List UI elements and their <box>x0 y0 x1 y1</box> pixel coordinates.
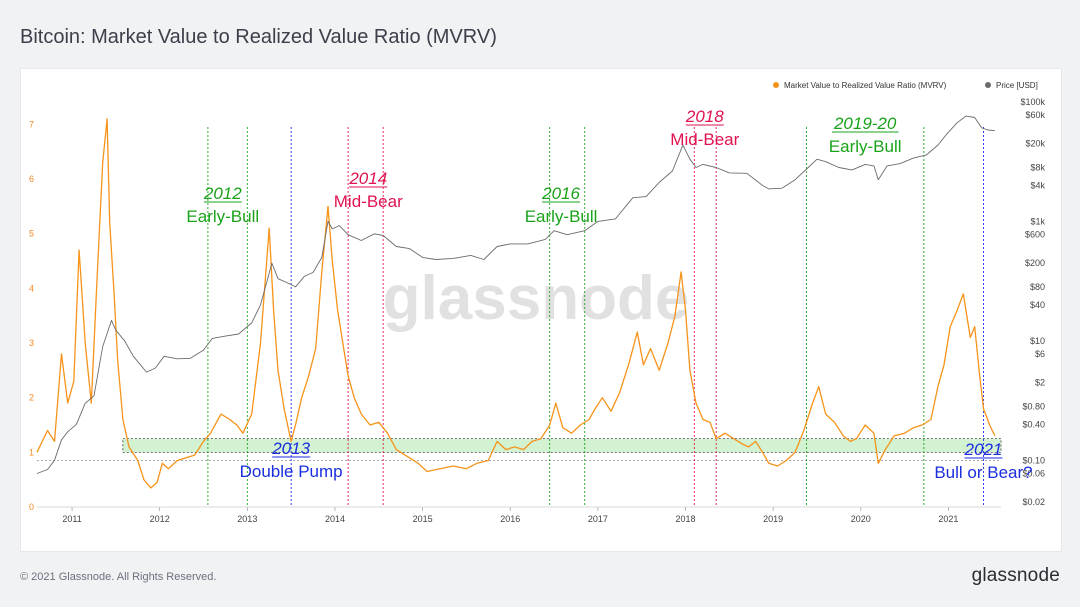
y-right-tick-label: $600 <box>1025 230 1045 240</box>
brand-logo: glassnode <box>971 565 1060 586</box>
y-left-tick-label: 0 <box>29 502 34 512</box>
chart-panel: glassnode 0 1 2 3 4 5 6 7 $0.02 $0.06 $0.10 $0.40 $0… <box>20 68 1062 552</box>
y-right-tick-label: $0.10 <box>1022 455 1045 465</box>
y-right-tick-label: $0.40 <box>1022 419 1045 429</box>
x-tick-label: 2017 <box>588 514 608 524</box>
annotation-year: 2012 <box>203 184 242 203</box>
x-tick-label: 2019 <box>763 514 783 524</box>
annotation-year: 2014 <box>348 169 387 188</box>
price-series-line <box>36 115 995 474</box>
y-right-tick-label: $200 <box>1025 258 1045 268</box>
annotation-label: Early-Bull <box>525 207 598 226</box>
annotation-year: 2013 <box>271 439 310 458</box>
legend-mvrv-label: Market Value to Realized Value Ratio (MV… <box>784 81 947 90</box>
band-layer <box>122 438 1002 453</box>
y-left-tick-label: 3 <box>29 338 34 348</box>
y-left-tick-label: 7 <box>29 119 34 129</box>
legend-price-label: Price [USD] <box>996 81 1038 90</box>
annotation-label: Bull or Bear? <box>934 463 1032 482</box>
page-title: Bitcoin: Market Value to Realized Value … <box>20 26 497 48</box>
series-layer <box>36 115 996 489</box>
vline-layer <box>207 127 984 507</box>
y-right-tick-label: $8k <box>1030 162 1045 172</box>
x-tick-label: 2020 <box>851 514 871 524</box>
x-tick-label: 2015 <box>413 514 433 524</box>
y-right-tick-label: $80 <box>1030 282 1045 292</box>
legend-mvrv-marker <box>773 82 779 88</box>
y-right-tick-label: $100k <box>1020 97 1045 107</box>
y-right-tick-label: $10 <box>1030 336 1045 346</box>
y-left-tick-label: 1 <box>29 447 34 457</box>
y-right-tick-label: $1k <box>1030 216 1045 226</box>
y-left-tick-label: 4 <box>29 283 34 293</box>
mvrv-chart: glassnode 0 1 2 3 4 5 6 7 $0.02 $0.06 $0.10 $0.40 $0… <box>29 81 1045 524</box>
axis-layer: 0 1 2 3 4 5 6 7 $0.02 $0.06 $0.10 $0.40 $0.80 $2 $6 $10… <box>29 97 1045 524</box>
x-tick-label: 2012 <box>150 514 170 524</box>
value-band <box>122 438 1002 453</box>
y-right-tick-label: $60k <box>1025 110 1045 120</box>
annotation-label: Mid-Bear <box>334 192 403 211</box>
y-right-tick-label: $20k <box>1025 139 1045 149</box>
y-right-tick-label: $6 <box>1035 349 1045 359</box>
y-right-tick-label: $2 <box>1035 378 1045 388</box>
annotation-label: Mid-Bear <box>670 130 739 149</box>
x-tick-label: 2014 <box>325 514 345 524</box>
annotation-year: 2018 <box>685 107 724 126</box>
legend-price-marker <box>985 82 991 88</box>
x-tick-label: 2016 <box>500 514 520 524</box>
annotation-year: 2016 <box>541 184 580 203</box>
y-right-tick-label: $4k <box>1030 180 1045 190</box>
y-left-tick-label: 5 <box>29 229 34 239</box>
annotation-layer: 2012 Early-Bull 2014 Mid-Bear 2016 Early-Bull… <box>186 107 1032 482</box>
annotation-label: Early-Bull <box>186 207 259 226</box>
y-right-tick-label: $0.02 <box>1022 497 1045 507</box>
mvrv-series-line <box>36 118 996 489</box>
y-right-tick-label: $0.80 <box>1022 401 1045 411</box>
annotation-label: Double Pump <box>240 462 343 481</box>
annotation-label: Early-Bull <box>829 137 902 156</box>
watermark: glassnode <box>383 264 690 333</box>
annotation-year: 2021 <box>964 440 1003 459</box>
y-left-tick-label: 6 <box>29 174 34 184</box>
annotation-year: 2019-20 <box>833 114 897 133</box>
copyright-footer: © 2021 Glassnode. All Rights Reserved. <box>20 571 217 583</box>
y-right-tick-label: $0.06 <box>1022 469 1045 479</box>
legend: Market Value to Realized Value Ratio (MV… <box>773 81 1038 90</box>
y-right-tick-label: $40 <box>1030 300 1045 310</box>
x-tick-label: 2018 <box>675 514 695 524</box>
y-left-tick-label: 2 <box>29 393 34 403</box>
x-tick-label: 2013 <box>237 514 257 524</box>
x-tick-label: 2021 <box>938 514 958 524</box>
x-tick-label: 2011 <box>62 514 81 524</box>
